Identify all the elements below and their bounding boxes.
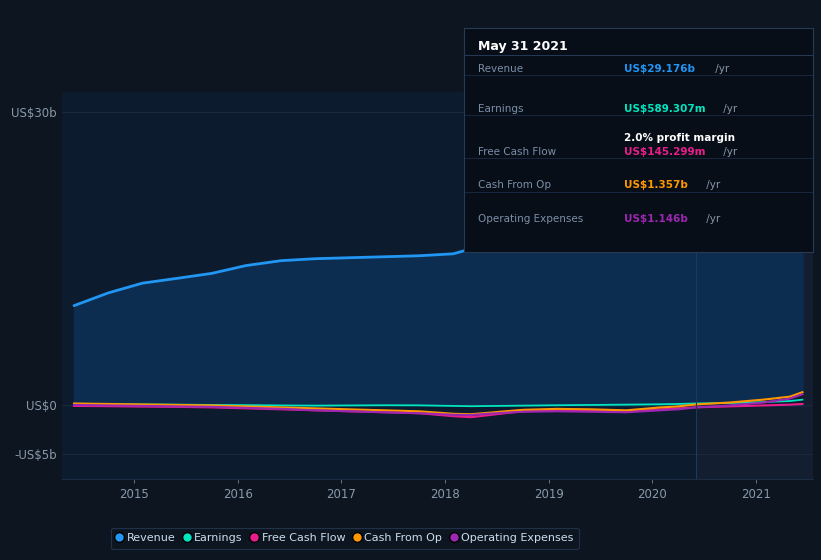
Text: 2.0% profit margin: 2.0% profit margin [624,133,736,143]
Text: May 31 2021: May 31 2021 [478,40,567,53]
Text: /yr: /yr [720,104,737,114]
Text: Earnings: Earnings [478,104,523,114]
Text: US$1.357b: US$1.357b [624,180,688,190]
Text: US$145.299m: US$145.299m [624,147,706,157]
Text: US$29.176b: US$29.176b [624,64,695,74]
Text: US$1.146b: US$1.146b [624,214,688,224]
Text: Cash From Op: Cash From Op [478,180,551,190]
Text: Free Cash Flow: Free Cash Flow [478,147,556,157]
Text: /yr: /yr [712,64,729,74]
Legend: Revenue, Earnings, Free Cash Flow, Cash From Op, Operating Expenses: Revenue, Earnings, Free Cash Flow, Cash … [111,528,579,549]
Bar [695,92,813,479]
Text: Operating Expenses: Operating Expenses [478,214,583,224]
Text: /yr: /yr [720,147,737,157]
Text: US$589.307m: US$589.307m [624,104,706,114]
Text: /yr: /yr [703,214,720,224]
Text: Revenue: Revenue [478,64,523,74]
Text: /yr: /yr [703,180,720,190]
